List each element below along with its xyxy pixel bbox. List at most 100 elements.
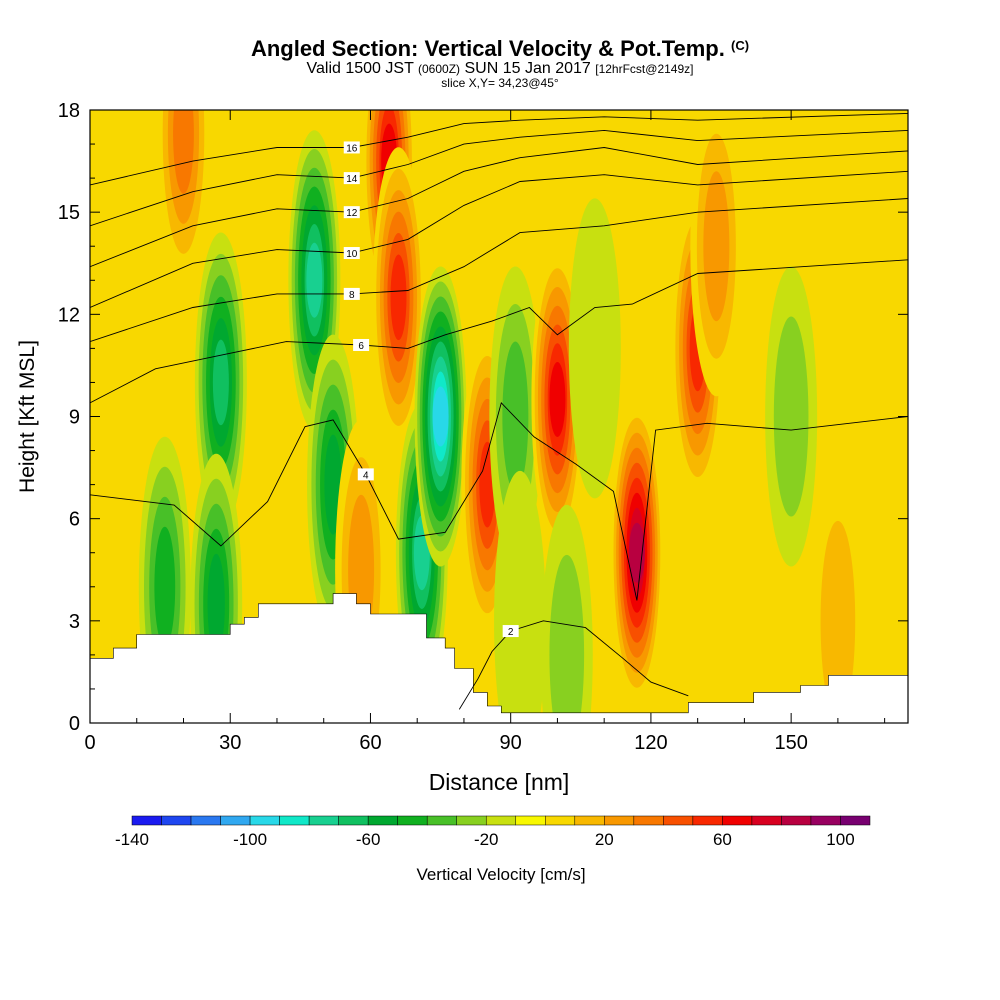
contour-label: 8 xyxy=(343,287,360,301)
colorbar-swatch xyxy=(663,815,694,826)
contour-label-text: 4 xyxy=(363,470,369,481)
contour-label-text: 2 xyxy=(508,627,514,638)
x-tick-label: 90 xyxy=(500,732,522,754)
velocity-band xyxy=(502,341,529,492)
isentrope-line xyxy=(90,170,908,308)
x-axis-label: Distance [nm] xyxy=(429,769,570,795)
velocity-cell xyxy=(610,402,663,703)
colorbar-swatch xyxy=(545,815,576,826)
contour-label: 10 xyxy=(343,247,360,260)
velocity-cell xyxy=(194,232,247,533)
velocity-band xyxy=(173,110,194,194)
colorbar-swatch xyxy=(220,815,251,826)
contour-label: 6 xyxy=(353,338,370,352)
y-axis-label: Height [Kft MSL] xyxy=(16,340,39,493)
isentrope-line xyxy=(458,620,689,710)
colorbar-swatch xyxy=(781,815,812,826)
velocity-cell xyxy=(414,266,467,567)
colorbar-tick-label: 20 xyxy=(595,830,614,849)
isentrope-line xyxy=(90,129,908,227)
y-tick-label: 6 xyxy=(69,509,80,531)
velocity-cell xyxy=(540,504,593,723)
x-tick-label: 150 xyxy=(774,732,807,754)
colorbar-swatch xyxy=(722,815,753,826)
colorbar-tick-label: 100 xyxy=(826,830,854,849)
colorbar-swatch xyxy=(810,815,841,826)
velocity-band xyxy=(207,553,225,654)
colorbar-swatch xyxy=(604,815,635,826)
velocity-band xyxy=(432,386,449,447)
velocity-cell xyxy=(568,198,621,499)
velocity-band xyxy=(390,254,407,341)
velocity-band xyxy=(568,198,621,499)
colorbar-swatch xyxy=(249,815,280,826)
velocity-cell xyxy=(690,110,743,397)
velocity-band xyxy=(820,520,856,721)
velocity-band xyxy=(703,171,730,322)
chart-slice-note: slice X,Y= 34,23@45° xyxy=(441,76,559,90)
y-tick-label: 9 xyxy=(69,407,80,429)
contour-label-text: 14 xyxy=(346,174,358,185)
x-tick-label: 0 xyxy=(84,732,95,754)
velocity-cell xyxy=(157,110,210,284)
velocity-band xyxy=(773,316,809,517)
contour-label: 16 xyxy=(343,141,360,154)
colorbar-swatch xyxy=(308,815,339,826)
velocity-band xyxy=(494,470,547,723)
chart-subtitle: Valid 1500 JST (0600Z) SUN 15 Jan 2017 [… xyxy=(306,60,694,77)
isentrope-line xyxy=(90,402,908,601)
colorbar-swatch xyxy=(633,815,664,826)
colorbar-swatch xyxy=(840,815,871,826)
colorbar-swatch xyxy=(515,815,546,826)
colorbar-swatch xyxy=(161,815,192,826)
contour-label-text: 10 xyxy=(346,249,358,260)
velocity-cell xyxy=(811,470,864,723)
velocity-band xyxy=(306,242,323,318)
colorbar-swatch xyxy=(190,815,221,826)
colorbar-tick-label: -20 xyxy=(474,830,499,849)
isentrope-line xyxy=(90,198,908,343)
velocity-cell xyxy=(494,470,547,723)
colorbar-swatch xyxy=(426,815,457,826)
colorbar: -140 -100 -60 -20 20 60 100 Vertical Velocity [… xyxy=(115,815,871,884)
colorbar-label: Vertical Velocity [cm/s] xyxy=(416,865,585,884)
colorbar-swatch xyxy=(751,815,782,826)
chart-title: Angled Section: Vertical Velocity & Pot.… xyxy=(250,36,750,61)
colorbar-swatch xyxy=(279,815,310,826)
contour-label: 14 xyxy=(343,172,360,185)
velocity-band xyxy=(154,526,176,647)
colorbar-swatch xyxy=(485,815,517,826)
y-tick-label: 18 xyxy=(58,100,80,122)
colorbar-tick-label: 60 xyxy=(713,830,732,849)
colorbar-swatch xyxy=(456,815,487,826)
contour-label: 12 xyxy=(343,206,360,219)
contour-label-text: 8 xyxy=(349,290,355,301)
colorbar-swatch xyxy=(692,815,723,826)
y-tick-label: 0 xyxy=(69,713,80,735)
colorbar-swatch xyxy=(367,815,398,826)
y-tick-label: 12 xyxy=(58,304,80,326)
velocity-band xyxy=(549,361,566,437)
y-tick-label: 3 xyxy=(69,611,80,633)
terrain-mask xyxy=(89,593,909,724)
contour-label-text: 16 xyxy=(346,143,358,154)
colorbar-tick-label: -140 xyxy=(115,830,149,849)
contour-label: 4 xyxy=(357,468,374,481)
contour-label: 2 xyxy=(502,625,519,638)
x-tick-label: 60 xyxy=(359,732,381,754)
x-tick-label: 120 xyxy=(634,732,667,754)
colorbar-tick-label: -60 xyxy=(356,830,381,849)
colorbar-swatch xyxy=(338,815,369,826)
isentrope-line xyxy=(90,259,908,404)
velocity-cell xyxy=(765,266,818,567)
isentrope-line xyxy=(90,147,908,268)
colorbar-swatch xyxy=(397,815,428,826)
colorbar-swatch xyxy=(131,815,162,826)
velocity-band xyxy=(549,554,585,723)
vertical-velocity-field xyxy=(90,110,908,723)
colorbar-swatch xyxy=(574,815,605,826)
contour-label-text: 6 xyxy=(358,341,364,352)
x-tick-label: 30 xyxy=(219,732,241,754)
contour-label-text: 12 xyxy=(346,208,358,219)
